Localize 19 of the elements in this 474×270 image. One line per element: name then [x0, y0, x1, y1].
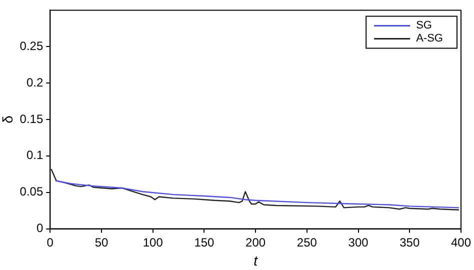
x-axis-title: t — [254, 252, 259, 268]
y-tick-label: 0 — [36, 221, 44, 236]
x-tick-label: 0 — [46, 235, 54, 250]
y-axis-title: δ — [0, 115, 16, 124]
y-tick-label: 0.2 — [26, 75, 44, 90]
x-tick-label: 100 — [142, 235, 164, 250]
legend-label: A-SG — [416, 32, 443, 45]
x-tick-label: 50 — [94, 235, 109, 250]
legend-label: SG — [416, 20, 432, 32]
y-tick-label: 0.25 — [20, 38, 44, 53]
x-tick-label: 400 — [450, 235, 472, 250]
x-tick-label: 300 — [348, 235, 369, 250]
x-tick-label: 150 — [194, 235, 215, 250]
y-tick-label: 0.15 — [20, 112, 44, 126]
x-tick-label: 200 — [246, 235, 266, 250]
y-tick-label: 0.05 — [20, 184, 44, 199]
x-tick-label: 350 — [400, 235, 420, 250]
x-tick-label: 250 — [296, 235, 318, 250]
y-tick-label: 0.1 — [26, 148, 44, 162]
